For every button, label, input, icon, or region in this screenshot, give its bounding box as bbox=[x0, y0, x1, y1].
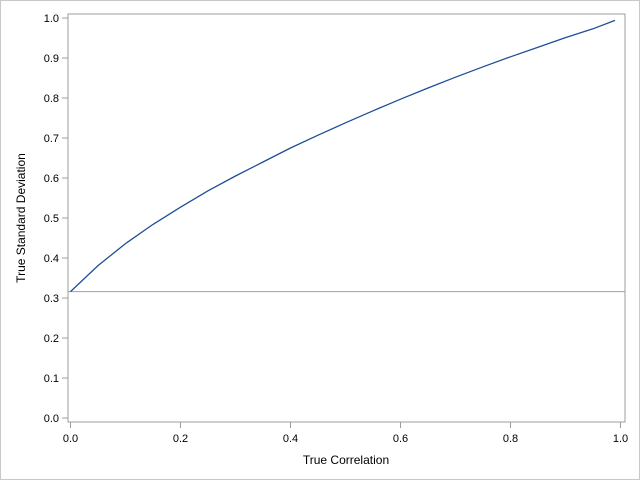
x-tick-label: 0.6 bbox=[393, 433, 408, 445]
series-line bbox=[70, 19, 616, 293]
y-tick-label: 0.6 bbox=[44, 173, 59, 185]
y-axis-label: True Standard Deviation bbox=[14, 153, 28, 283]
x-tick-label: 1.0 bbox=[613, 433, 628, 445]
y-tick-label: 0.8 bbox=[44, 93, 59, 105]
x-tick-label: 0.4 bbox=[283, 433, 298, 445]
y-tick-label: 0.3 bbox=[44, 293, 59, 305]
x-axis-ticks: 0.0 0.2 0.4 0.6 0.8 1.0 bbox=[63, 422, 628, 445]
y-tick-label: 0.5 bbox=[44, 213, 59, 225]
x-tick-label: 0.0 bbox=[63, 433, 78, 445]
y-tick-label: 0.1 bbox=[44, 373, 59, 385]
plot-area bbox=[67, 13, 626, 423]
x-tick-label: 0.2 bbox=[173, 433, 188, 445]
series-lines bbox=[70, 19, 616, 293]
y-tick-label: 0.4 bbox=[44, 253, 59, 265]
y-tick-label: 0.9 bbox=[44, 53, 59, 65]
y-tick-label: 0.0 bbox=[44, 413, 59, 425]
y-tick-label: 0.7 bbox=[44, 133, 59, 145]
y-axis-ticks: 0.0 0.1 0.2 0.3 0.4 0.5 0.6 0.7 0.8 0.9 1.0 bbox=[44, 13, 68, 425]
y-tick-label: 1.0 bbox=[44, 13, 59, 25]
y-tick-label: 0.2 bbox=[44, 333, 59, 345]
x-tick-label: 0.8 bbox=[503, 433, 518, 445]
x-axis-label: True Correlation bbox=[303, 453, 389, 467]
